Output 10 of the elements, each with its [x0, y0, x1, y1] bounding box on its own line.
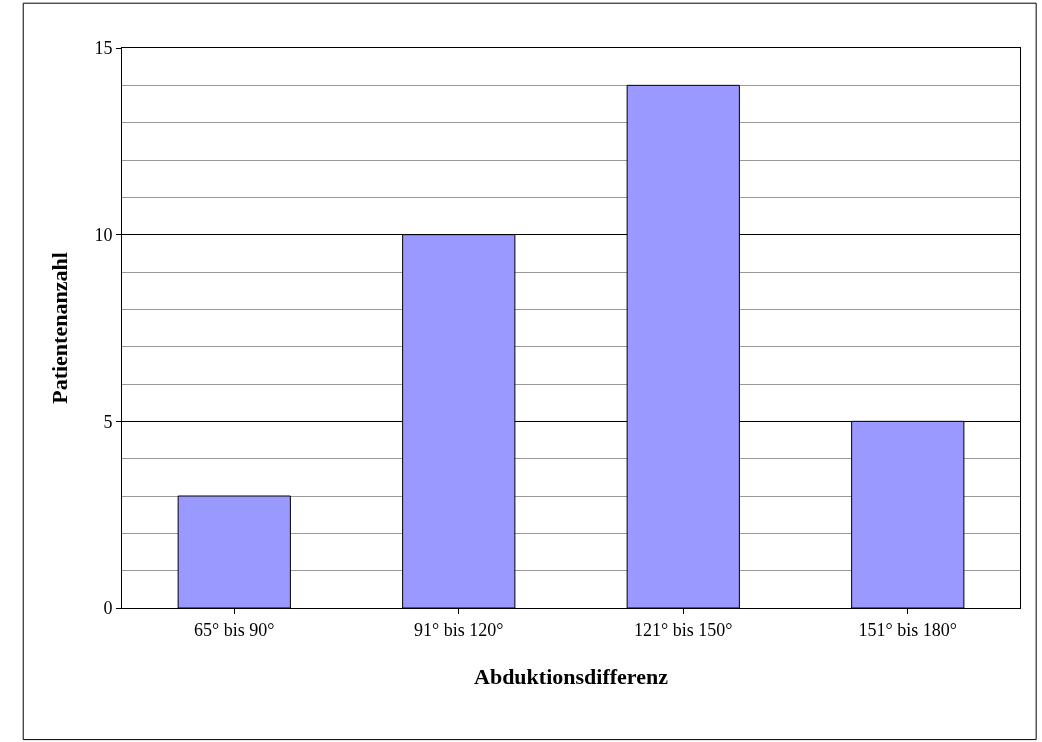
y-axis-title: Patientenanzahl [47, 252, 73, 404]
y-tick-label: 5 [103, 411, 113, 432]
x-tick-label: 91° bis 120° [414, 619, 504, 640]
x-tick-label: 121° bis 150° [634, 619, 733, 640]
x-tick-label: 151° bis 180° [858, 619, 957, 640]
x-tick-label: 65° bis 90° [194, 619, 275, 640]
x-axis-title: Abduktionsdifferenz [474, 664, 669, 690]
y-tick-label: 15 [94, 38, 113, 59]
y-tick-label: 10 [94, 224, 113, 245]
y-tick-label: 0 [103, 598, 113, 619]
